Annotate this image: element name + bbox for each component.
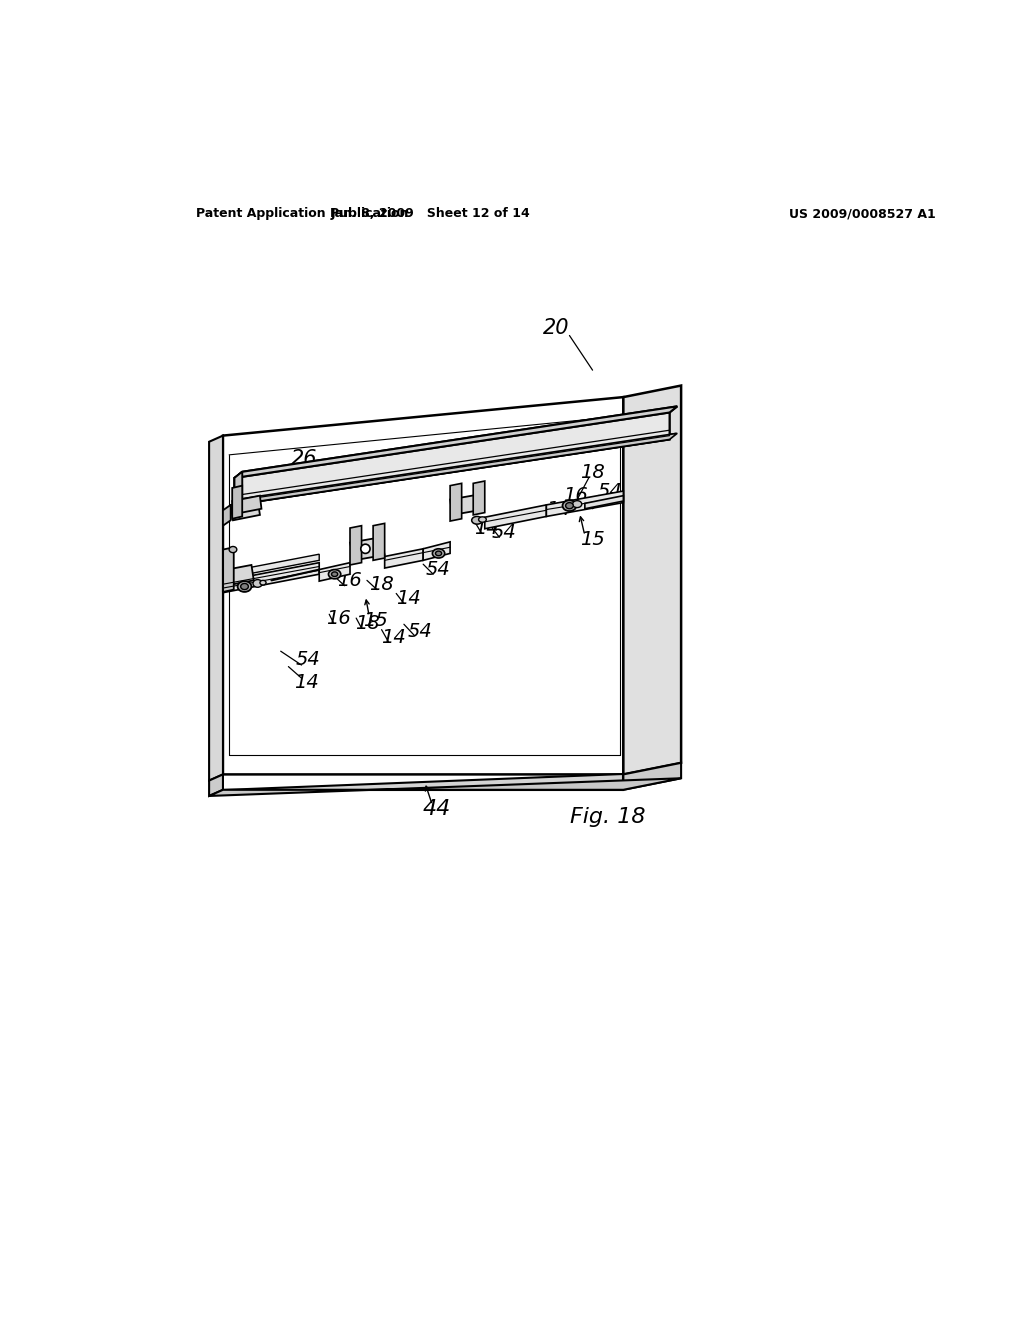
Polygon shape [234,471,243,506]
Polygon shape [234,471,243,506]
Text: 54: 54 [425,560,451,579]
Polygon shape [209,775,223,796]
Text: 18: 18 [581,463,605,482]
Text: 20: 20 [543,318,569,338]
Polygon shape [484,506,547,529]
Text: 14: 14 [396,589,421,609]
Ellipse shape [260,581,266,585]
Polygon shape [209,436,223,780]
Circle shape [360,544,370,553]
Text: 15: 15 [581,531,605,549]
Polygon shape [223,397,624,775]
Ellipse shape [572,500,582,508]
Text: 14: 14 [381,628,406,647]
Polygon shape [319,562,350,581]
Polygon shape [350,537,385,561]
Polygon shape [585,496,624,508]
Polygon shape [385,549,423,568]
Ellipse shape [238,581,252,591]
Polygon shape [234,412,670,506]
Text: 18: 18 [370,576,394,594]
Text: 14: 14 [294,672,318,692]
Polygon shape [473,480,484,515]
Text: Patent Application Publication: Patent Application Publication [196,207,409,220]
Text: Fig. 18: Fig. 18 [570,807,646,826]
Ellipse shape [562,500,577,511]
Polygon shape [234,412,670,506]
Ellipse shape [565,503,573,508]
Ellipse shape [332,572,338,577]
Text: 16: 16 [337,570,361,590]
Polygon shape [624,763,681,789]
Polygon shape [624,385,681,775]
Polygon shape [232,486,243,519]
Text: 14: 14 [547,500,571,519]
Ellipse shape [253,579,262,587]
Text: US 2009/0008527 A1: US 2009/0008527 A1 [788,207,936,220]
Polygon shape [451,494,483,515]
Polygon shape [230,499,260,520]
Text: 16: 16 [326,610,351,628]
Text: 54: 54 [492,523,516,543]
Text: 18: 18 [354,614,379,634]
Polygon shape [223,554,319,579]
Polygon shape [223,775,624,789]
Text: 26: 26 [291,449,317,469]
Ellipse shape [229,546,237,553]
Text: Jan. 8, 2009   Sheet 12 of 14: Jan. 8, 2009 Sheet 12 of 14 [331,207,530,220]
Ellipse shape [472,516,482,524]
Ellipse shape [435,552,441,556]
Polygon shape [234,433,677,506]
Polygon shape [350,525,361,565]
Polygon shape [547,491,624,516]
Text: 54: 54 [598,482,623,502]
Polygon shape [223,565,254,586]
Text: 15: 15 [364,611,388,630]
Polygon shape [373,524,385,561]
Ellipse shape [329,570,341,579]
Ellipse shape [478,517,486,523]
Polygon shape [209,779,681,796]
Text: 16: 16 [563,486,588,506]
Polygon shape [223,506,230,525]
Text: 54: 54 [408,622,432,640]
Polygon shape [423,543,451,561]
Text: 44: 44 [423,799,452,818]
Polygon shape [234,407,677,478]
Polygon shape [234,407,677,478]
Ellipse shape [432,549,444,558]
Polygon shape [451,483,462,521]
Polygon shape [223,548,233,591]
Polygon shape [223,562,319,593]
Text: 14: 14 [474,519,499,539]
Ellipse shape [241,583,249,590]
Text: 54: 54 [295,651,321,669]
Polygon shape [232,496,261,515]
